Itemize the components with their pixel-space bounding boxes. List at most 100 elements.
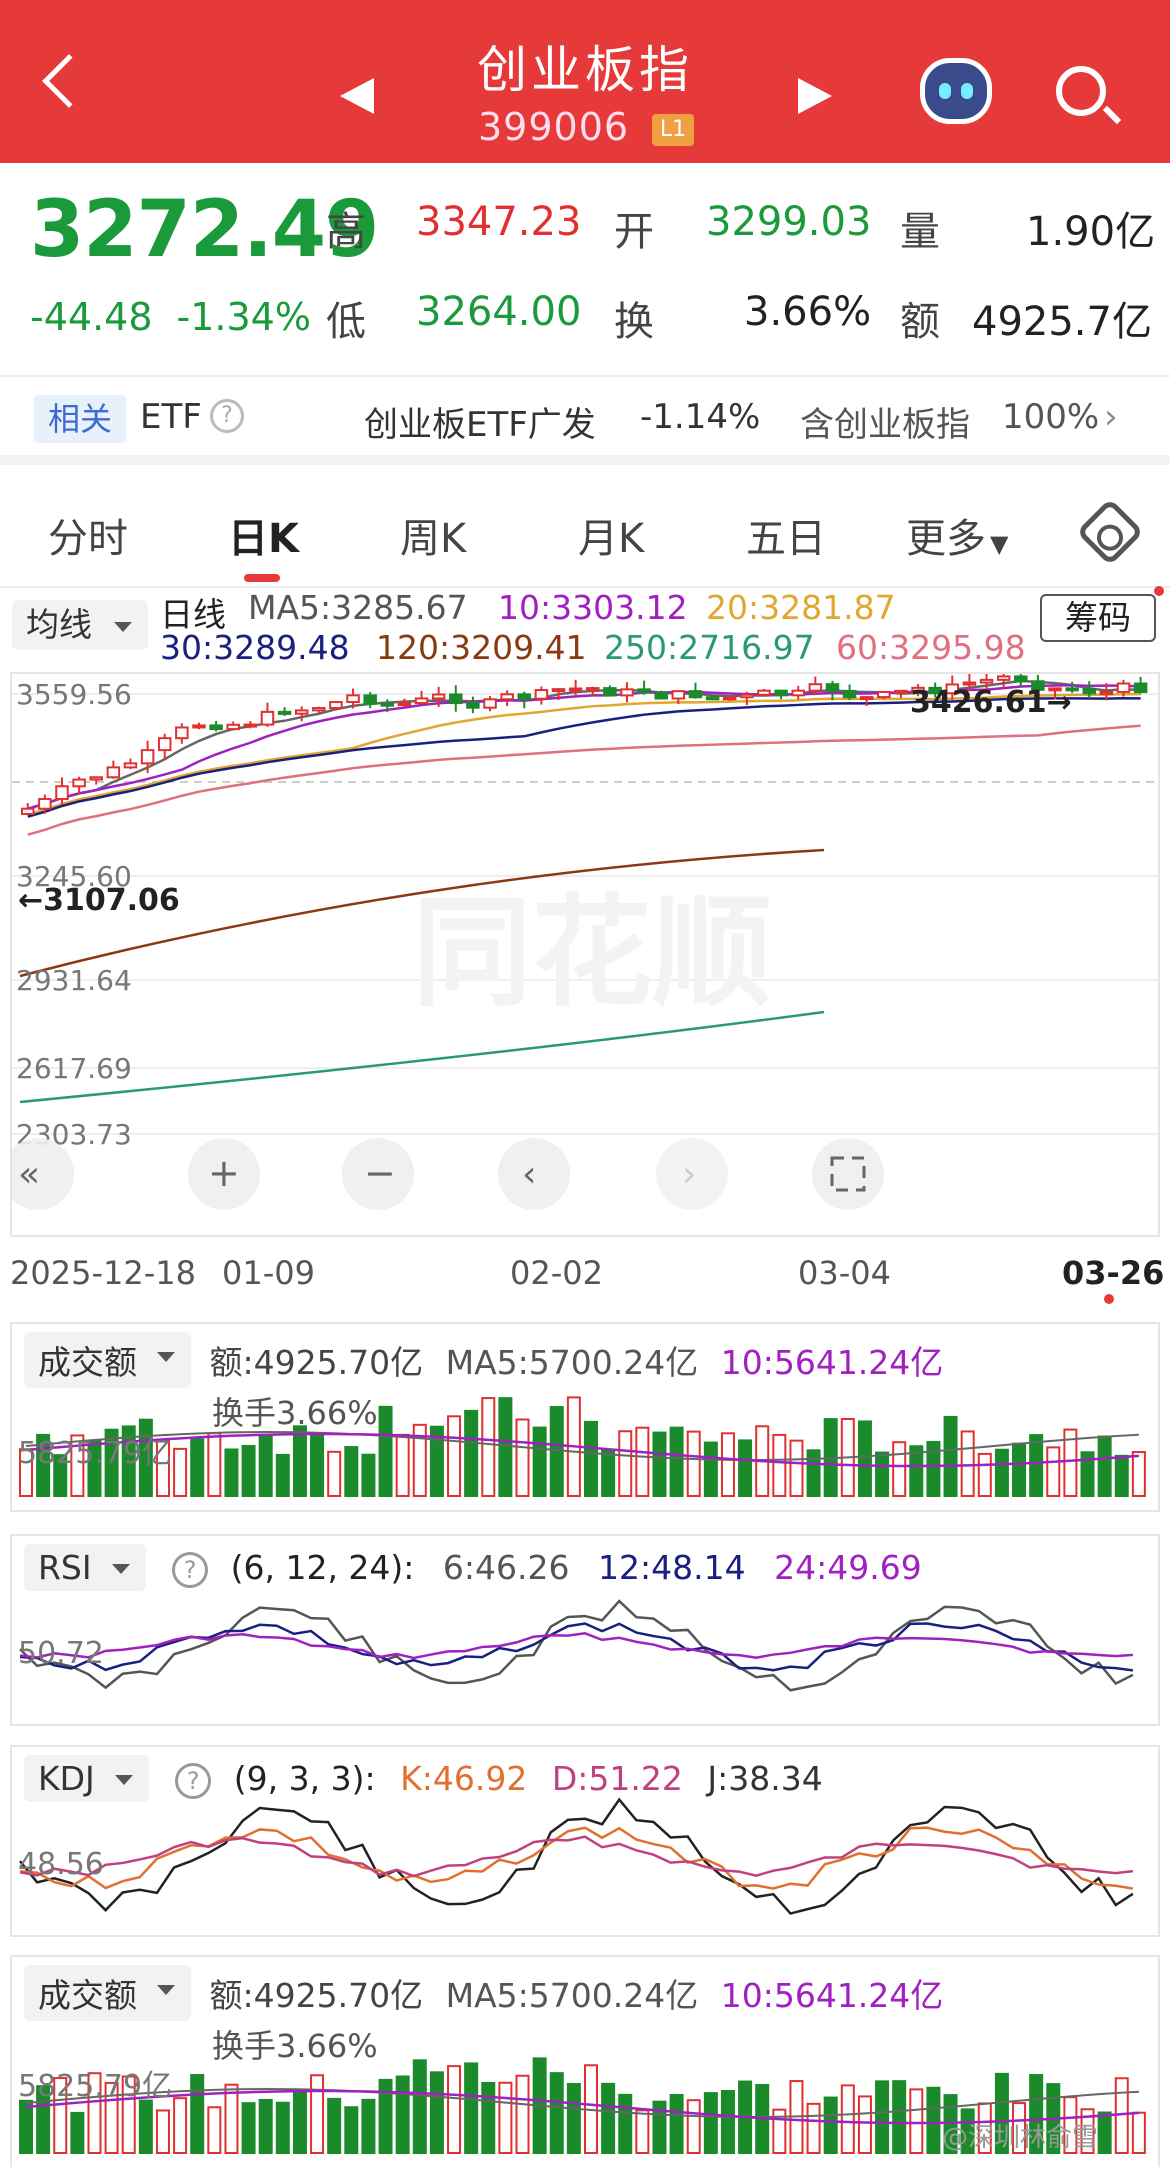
amount-panel-2[interactable]: 成交额 额:4925.70亿 MA5:5700.24亿 10:5641.24亿 … (10, 1955, 1160, 2167)
x-label-0: 2025-12-18 (10, 1254, 196, 1292)
amount-bar (515, 2074, 530, 2154)
amount-bar (703, 2092, 718, 2154)
candle (277, 710, 292, 715)
amount-bar (481, 1397, 496, 1497)
search-icon[interactable] (1056, 66, 1106, 116)
ma-line (27, 697, 1141, 818)
rsi-selector[interactable]: RSI (24, 1544, 146, 1591)
amount-bar (275, 1453, 290, 1497)
amount-bar (875, 2080, 890, 2154)
chip-distribution-button[interactable]: 筹码 (1040, 586, 1164, 642)
indicator-selector[interactable]: 均线 (12, 600, 148, 650)
amount-bar (943, 2094, 958, 2155)
volume-label: 量 (900, 209, 940, 255)
scroll-left-button[interactable]: ‹ (498, 1138, 570, 1210)
scroll-start-button[interactable]: « (2, 1138, 74, 1210)
amount-bar (926, 1440, 941, 1497)
candle (483, 698, 497, 709)
amount-bar (686, 1430, 701, 1497)
amount-bar (943, 1415, 958, 1497)
help-icon[interactable]: ? (172, 1551, 209, 1588)
amount-bar (892, 2080, 907, 2154)
amount-axis-label-2: 5825.79亿 (18, 2069, 173, 2104)
low-annotation: ←3107.06 (18, 883, 180, 918)
candle (517, 693, 532, 700)
etf-name: 创业板ETF广发 (364, 405, 596, 445)
tab-intraday[interactable]: 分时 (48, 516, 128, 562)
kdj-selector[interactable]: KDJ (24, 1755, 149, 1802)
amount-bar (1097, 2111, 1112, 2154)
kdj-panel[interactable]: KDJ ? (9, 3, 3): K:46.92 D:51.22 J:38.34… (10, 1745, 1160, 1937)
amount-bar (104, 1428, 119, 1497)
candle (55, 785, 69, 800)
kline-chart[interactable]: 同花顺 3559.56 3245.60 2931.64 2617.69 2303.73 … (2, 667, 1160, 1237)
zoom-in-button[interactable]: + (188, 1138, 260, 1210)
fullscreen-button[interactable] (812, 1138, 884, 1210)
amount-bar (464, 2062, 479, 2154)
amount-bar (1012, 2102, 1027, 2154)
svg-text:«: « (18, 1154, 40, 1195)
candle (1133, 682, 1148, 694)
next-stock-icon[interactable] (798, 78, 832, 114)
amount-ma5-line (25, 2088, 1139, 2118)
amount-bar (121, 2075, 136, 2154)
caret-down-icon: ▼ (990, 530, 1009, 558)
zoom-out-button[interactable]: − (342, 1138, 414, 1210)
candle (157, 737, 172, 752)
candles (21, 667, 1148, 816)
help-icon[interactable]: ? (175, 1762, 212, 1799)
candle (72, 778, 86, 788)
amount-bar (412, 1423, 427, 1497)
indicator-line (19, 1826, 1134, 1890)
amount-bar (344, 2106, 359, 2155)
candle (979, 678, 994, 684)
candle (21, 807, 35, 816)
amount-panel[interactable]: 成交额 额:4925.70亿 MA5:5700.24亿 10:5641.24亿 … (10, 1322, 1160, 1512)
candle (89, 776, 103, 781)
amount-selector[interactable]: 成交额 (24, 1332, 191, 1388)
x-label-3: 03-04 (798, 1254, 891, 1292)
stock-code: 399006 (478, 105, 630, 149)
ma-line (27, 724, 1141, 836)
tab-daily-k[interactable]: 日K (228, 516, 299, 562)
ma20-value: 20:3281.87 (706, 588, 896, 627)
amount-bar (515, 1418, 530, 1497)
rsi-params: (6, 12, 24): (230, 1548, 415, 1587)
tab-five-day[interactable]: 五日 (746, 516, 826, 562)
candle (243, 723, 258, 728)
amount-bar (275, 2101, 290, 2155)
amount-bar (994, 2072, 1009, 2154)
amount-value: 额:4925.70亿 (209, 1343, 424, 1382)
kdj-axis-label: 48.56 (18, 1847, 104, 1882)
help-icon[interactable]: ? (210, 399, 244, 433)
amount-ma5-2: MA5:5700.24亿 (445, 1976, 699, 2015)
scroll-right-button[interactable]: › (656, 1138, 728, 1210)
amount-selector-2[interactable]: 成交额 (24, 1965, 191, 2021)
amount-bar (310, 2074, 325, 2154)
tab-weekly-k[interactable]: 周K (400, 516, 467, 562)
robot-assistant-icon[interactable] (920, 58, 992, 124)
tab-monthly-k[interactable]: 月K (578, 516, 645, 562)
kdj-j: J:38.34 (707, 1759, 823, 1798)
amount-bar (361, 2098, 376, 2154)
related-etf-row[interactable]: 相关 ETF ? 创业板ETF广发 -1.14% 含创业板指 100% › (0, 375, 1170, 465)
amount-bar (875, 1451, 890, 1497)
amount-header: 成交额 额:4925.70亿 MA5:5700.24亿 10:5641.24亿 (24, 1332, 943, 1388)
candle (260, 710, 275, 726)
prev-stock-icon[interactable] (340, 78, 374, 114)
candle (740, 693, 754, 699)
ma10-value: 10:3303.12 (498, 588, 688, 627)
turnover-value: 3.66% (744, 289, 872, 335)
y-label: 3559.56 (16, 678, 132, 711)
candle (123, 762, 138, 769)
amount-bar (224, 2083, 239, 2154)
candle (1031, 680, 1045, 691)
settings-icon[interactable] (1076, 498, 1144, 566)
ma-kind: 日线 (160, 595, 226, 634)
candle (945, 683, 960, 695)
rsi-panel[interactable]: RSI ? (6, 12, 24): 6:46.26 12:48.14 24:4… (10, 1534, 1160, 1726)
tab-more[interactable]: 更多 ▼ (906, 506, 1008, 564)
svg-text:+: + (208, 1151, 240, 1195)
candle (431, 693, 446, 700)
candle (654, 691, 668, 700)
